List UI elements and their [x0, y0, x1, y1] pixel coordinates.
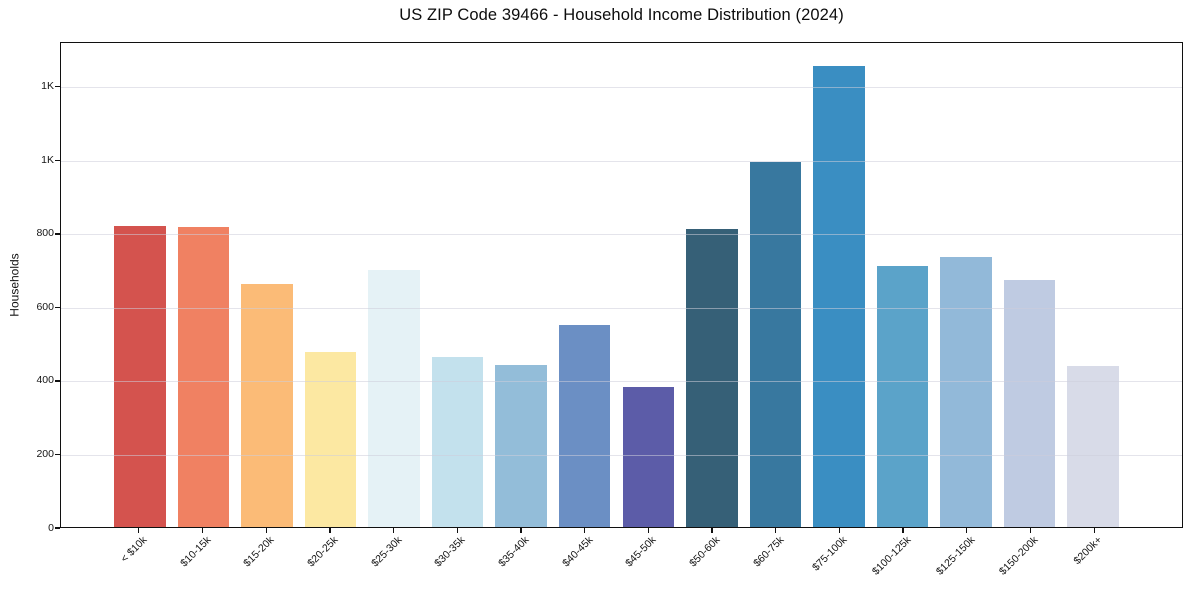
- y-tick-mark: [55, 159, 60, 162]
- bar-slot: [299, 43, 363, 527]
- bar-$125-150k: [940, 256, 992, 527]
- x-tick-mark: [1093, 528, 1095, 533]
- y-tick-mark: [55, 380, 60, 382]
- x-tick-mark: [138, 528, 140, 533]
- bar-slot: [934, 43, 998, 527]
- bar-$25-30k: [368, 269, 420, 527]
- y-tick-mark: [55, 453, 60, 456]
- x-tick-mark: [902, 528, 904, 533]
- x-tick-mark: [711, 528, 713, 533]
- bar-slot: [1061, 43, 1125, 527]
- bar-slot: [235, 43, 299, 527]
- bar-< $10k: [114, 225, 166, 527]
- bar-$35-40k: [495, 364, 547, 527]
- bar-$20-25k: [304, 351, 357, 527]
- bars-layer: [61, 43, 1182, 527]
- bar-slot: [871, 43, 935, 527]
- y-tick-label: 800: [36, 227, 54, 240]
- x-tick-mark: [329, 528, 331, 533]
- x-tick-label: < $10k: [118, 534, 150, 565]
- x-tick-mark: [966, 528, 968, 533]
- x-tick-mark: [838, 528, 841, 533]
- x-tick-mark: [392, 528, 395, 533]
- x-tick-mark: [775, 528, 777, 533]
- bar-$75-100k: [813, 66, 865, 527]
- bar-$60-75k: [749, 162, 802, 527]
- x-tick-mark: [265, 528, 267, 533]
- y-tick-mark: [55, 306, 60, 309]
- bar-$10-15k: [177, 227, 230, 527]
- bar-slot: [998, 43, 1062, 527]
- bar-$50-60k: [686, 228, 738, 527]
- bar-$100-125k: [876, 266, 929, 527]
- bar-slot: [426, 43, 490, 527]
- bar-slot: [553, 43, 617, 527]
- x-tick-mark: [456, 528, 458, 533]
- bar-$30-35k: [431, 356, 484, 527]
- bar-slot: [108, 43, 172, 527]
- x-tick-mark: [201, 528, 204, 533]
- x-tick-mark: [647, 528, 649, 533]
- bar-slot: [680, 43, 744, 527]
- bar-$150-200k: [1003, 279, 1056, 527]
- bar-$15-20k: [241, 284, 293, 527]
- y-tick-label: 0: [48, 521, 54, 534]
- x-tick-mark: [1029, 528, 1032, 533]
- bar-slot: [807, 43, 871, 527]
- y-tick-mark: [55, 86, 60, 88]
- y-tick-mark: [55, 527, 60, 529]
- y-tick-label: 200: [36, 447, 54, 460]
- bar-slot: [744, 43, 808, 527]
- bar-slot: [489, 43, 553, 527]
- x-tick-mark: [584, 528, 586, 533]
- bar-slot: [362, 43, 426, 527]
- y-tick-mark: [55, 233, 60, 235]
- bar-$200k+: [1067, 366, 1119, 527]
- plot-area: [60, 42, 1183, 528]
- x-tick-mark: [520, 528, 522, 533]
- y-tick-label: 1K: [41, 80, 54, 93]
- y-tick-label: 400: [36, 374, 54, 387]
- y-tick-label: 1K: [41, 153, 54, 166]
- bar-slot: [172, 43, 236, 527]
- bar-$40-45k: [558, 324, 611, 527]
- bar-slot: [617, 43, 681, 527]
- y-tick-label: 600: [36, 300, 54, 313]
- bar-$45-50k: [622, 386, 675, 527]
- chart-title: US ZIP Code 39466 - Household Income Dis…: [399, 6, 844, 24]
